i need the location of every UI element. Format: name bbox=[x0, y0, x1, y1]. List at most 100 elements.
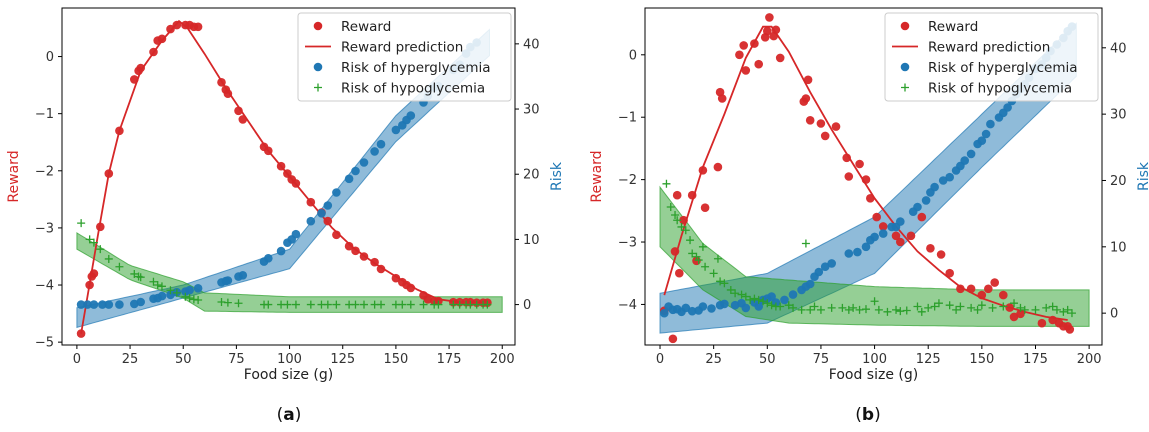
hypo-point bbox=[720, 279, 729, 288]
x-tick-label: 125 bbox=[330, 352, 355, 367]
right-tick-label: 40 bbox=[523, 37, 540, 52]
reward-point bbox=[739, 41, 748, 50]
left-axis-label: Reward bbox=[589, 150, 605, 202]
left-tick-label: −3 bbox=[618, 236, 637, 251]
right-axis-label: Risk bbox=[549, 161, 565, 191]
hypo-point bbox=[844, 305, 853, 314]
reward-point bbox=[332, 230, 341, 240]
legend-box bbox=[884, 12, 1099, 102]
reward-point bbox=[805, 116, 815, 125]
reward-point bbox=[878, 222, 888, 231]
hypo-point bbox=[1031, 305, 1040, 314]
hypo-point bbox=[172, 288, 181, 297]
right-axis-label: Risk bbox=[1136, 161, 1149, 191]
legend-label: Risk of hyperglycemia bbox=[928, 60, 1078, 76]
hyper-point bbox=[820, 262, 830, 272]
hypo-point bbox=[741, 292, 750, 301]
legend-hyper-marker bbox=[900, 62, 910, 72]
reward-point bbox=[1009, 312, 1019, 322]
reward-point bbox=[763, 26, 772, 36]
right-tick-label: 10 bbox=[523, 233, 540, 248]
hypo-point bbox=[666, 203, 675, 212]
hyper-point bbox=[406, 111, 416, 120]
reward-point bbox=[754, 59, 763, 69]
hypo-point bbox=[234, 299, 243, 308]
hyper-point bbox=[323, 201, 333, 210]
hyper-point bbox=[913, 202, 922, 212]
hypo-point bbox=[291, 300, 300, 309]
hypo-point bbox=[806, 305, 815, 314]
left-tick-label: 0 bbox=[629, 48, 637, 63]
hyper-point bbox=[878, 229, 888, 238]
hypo-point bbox=[89, 238, 98, 247]
hypo-point bbox=[1059, 307, 1068, 316]
hypo-point bbox=[767, 301, 776, 310]
hyper-point bbox=[264, 253, 273, 263]
hypo-point bbox=[776, 302, 785, 311]
hypo-point bbox=[861, 305, 870, 314]
hypo-point bbox=[896, 307, 905, 316]
right-tick-label: 10 bbox=[1110, 240, 1127, 255]
hyper-point bbox=[938, 176, 948, 185]
hypo-point bbox=[398, 300, 407, 309]
panel-a: 0 25 50 75 100 125 150 175 200 0 −1 −2 −3 −4 −5 0 10 20 30… bbox=[6, 7, 565, 425]
reward-point bbox=[406, 283, 416, 293]
reward-prediction-line bbox=[80, 19, 488, 334]
legend-label: Reward bbox=[928, 19, 978, 35]
hyper-point bbox=[391, 125, 401, 135]
left-tick-label: −3 bbox=[35, 221, 54, 236]
hypo-point bbox=[149, 277, 158, 286]
hypo-point bbox=[855, 305, 864, 314]
hyper-point bbox=[104, 300, 114, 309]
hypo-point bbox=[1020, 305, 1029, 314]
hypo-point bbox=[1010, 299, 1019, 308]
hyper-point bbox=[115, 300, 124, 309]
hypo-point bbox=[671, 210, 680, 219]
reward-point bbox=[1037, 318, 1047, 328]
left-tick-label: −1 bbox=[618, 111, 637, 126]
hypo-point bbox=[1016, 303, 1025, 312]
hypo-point bbox=[306, 300, 315, 309]
hypo-point bbox=[801, 239, 810, 248]
hyper-point bbox=[306, 216, 316, 226]
panel-label: (b) bbox=[855, 405, 880, 425]
hypo-point bbox=[977, 301, 986, 310]
hyper-point bbox=[805, 279, 815, 289]
hypo-point bbox=[662, 179, 671, 188]
hypo-point bbox=[166, 286, 175, 295]
hypo-point bbox=[759, 297, 768, 306]
legend-label: Reward bbox=[341, 19, 391, 35]
reward-point bbox=[872, 212, 881, 222]
hyper-point bbox=[660, 308, 669, 318]
x-tick-label: 100 bbox=[277, 352, 302, 367]
hypo-point bbox=[883, 307, 892, 316]
hypo-point bbox=[754, 295, 763, 304]
hyper-point bbox=[767, 292, 776, 301]
hyper-point bbox=[223, 276, 233, 285]
reward-point bbox=[166, 24, 175, 34]
x-tick-label: 0 bbox=[73, 352, 81, 367]
hypo-point bbox=[377, 300, 386, 309]
legend-label: Risk of hypoglycemia bbox=[341, 81, 485, 97]
hyper-point bbox=[720, 299, 729, 309]
x-tick-label: 50 bbox=[175, 352, 192, 367]
reward-point bbox=[820, 131, 830, 141]
hypo-point bbox=[283, 300, 292, 309]
reward-point bbox=[801, 94, 811, 103]
hyper-point bbox=[193, 284, 203, 293]
hyper-point bbox=[291, 229, 301, 239]
reward-point bbox=[945, 268, 954, 278]
left-tick-label: −5 bbox=[35, 336, 54, 351]
legend-label: Risk of hyperglycemia bbox=[341, 60, 491, 76]
legend-label: Reward prediction bbox=[341, 40, 463, 56]
panel-label: (a) bbox=[277, 405, 302, 425]
hypo-point bbox=[713, 254, 722, 263]
x-tick-label: 175 bbox=[1023, 352, 1048, 367]
left-tick-label: −2 bbox=[618, 173, 637, 188]
hypo-point bbox=[737, 290, 746, 299]
reward-point bbox=[193, 22, 203, 32]
hypo-point bbox=[726, 285, 735, 294]
legend-hypo-marker bbox=[901, 83, 909, 92]
hyper-point bbox=[945, 172, 954, 182]
hyper-point bbox=[1003, 103, 1012, 112]
